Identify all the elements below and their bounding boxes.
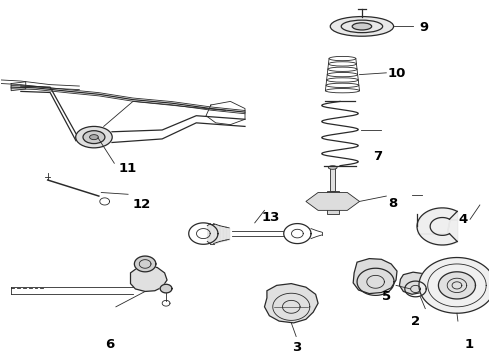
Text: 5: 5	[382, 289, 392, 303]
Text: 2: 2	[411, 315, 420, 328]
Text: 4: 4	[459, 213, 467, 226]
Text: 12: 12	[132, 198, 151, 211]
Bar	[330, 167, 335, 191]
Polygon shape	[439, 272, 475, 299]
Polygon shape	[419, 257, 490, 313]
Text: 10: 10	[388, 67, 406, 80]
Polygon shape	[399, 272, 429, 294]
Text: 11: 11	[118, 162, 137, 175]
Ellipse shape	[90, 135, 98, 140]
Text: 13: 13	[262, 211, 280, 224]
Bar	[327, 191, 339, 214]
Ellipse shape	[330, 17, 393, 36]
Polygon shape	[306, 193, 360, 210]
Ellipse shape	[328, 166, 337, 169]
Text: 9: 9	[419, 21, 428, 33]
Polygon shape	[265, 284, 318, 323]
Ellipse shape	[75, 126, 112, 148]
Polygon shape	[353, 258, 397, 294]
Text: 6: 6	[105, 338, 115, 351]
Text: 7: 7	[373, 150, 382, 163]
Ellipse shape	[83, 131, 105, 144]
Polygon shape	[160, 284, 172, 293]
Ellipse shape	[352, 23, 372, 30]
Text: 8: 8	[388, 197, 397, 210]
Text: 3: 3	[292, 341, 301, 354]
Polygon shape	[134, 256, 156, 272]
Text: 1: 1	[464, 338, 473, 351]
Polygon shape	[130, 266, 167, 292]
